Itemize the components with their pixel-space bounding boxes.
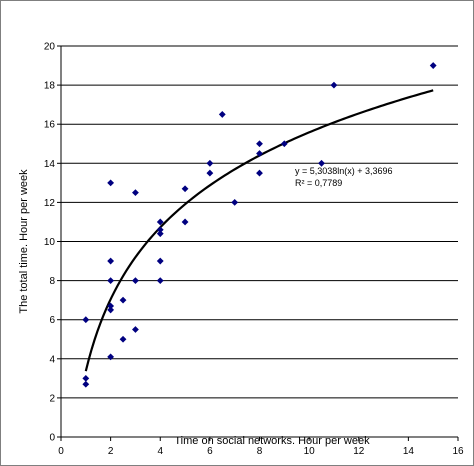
data-point <box>181 185 189 193</box>
gridlines <box>61 45 458 399</box>
data-point <box>119 335 127 343</box>
y-tick-label: 14 <box>44 159 56 170</box>
data-point <box>107 179 115 187</box>
data-point <box>256 150 263 157</box>
data-point <box>82 374 90 382</box>
x-tick-labels: 0 2 4 6 8 10 12 14 16 <box>58 446 464 457</box>
data-point <box>256 169 263 177</box>
data-point <box>429 62 437 69</box>
y-tick-label: 12 <box>44 198 56 209</box>
y-tick-label: 6 <box>49 315 55 326</box>
data-point <box>156 230 164 238</box>
data-point <box>218 111 226 118</box>
x-tick-label: 8 <box>257 446 263 457</box>
x-tick-label: 0 <box>58 446 64 457</box>
data-point <box>256 140 263 148</box>
data-point <box>132 277 139 284</box>
x-tick-label: 6 <box>207 446 213 457</box>
data-point <box>107 353 115 361</box>
y-tick-label: 0 <box>49 433 55 444</box>
x-tick-label: 16 <box>452 446 464 457</box>
x-tick-label: 12 <box>353 446 365 457</box>
x-tick-label: 4 <box>157 446 163 457</box>
y-tick-label: 20 <box>44 42 56 53</box>
y-tick-label: 4 <box>49 354 55 365</box>
data-point <box>206 159 214 167</box>
data-points <box>82 62 437 388</box>
x-tick-label: 2 <box>108 446 114 457</box>
data-point <box>156 218 164 226</box>
y-tick-label: 18 <box>44 81 56 92</box>
data-point <box>206 169 214 177</box>
data-point <box>82 380 90 388</box>
data-point <box>156 277 164 284</box>
y-tick-labels: 0 2 4 6 8 10 12 14 16 18 20 <box>44 42 56 444</box>
data-point <box>119 296 127 304</box>
y-tick-label: 2 <box>49 393 55 404</box>
data-point <box>156 226 164 234</box>
x-axis-label: Time on social networks. Hour per week <box>174 435 370 447</box>
data-point <box>318 159 325 167</box>
data-point <box>181 218 189 226</box>
data-point <box>132 189 139 197</box>
y-tick-label: 8 <box>49 276 55 287</box>
trendline-equation: y = 5,3038ln(x) + 3,3696 <box>295 166 393 176</box>
x-tick-label: 10 <box>304 446 316 457</box>
data-point <box>107 257 115 265</box>
y-axis-label: The total time. Hour per week <box>18 169 30 314</box>
trendline-r-squared: R² = 0,7789 <box>295 178 342 188</box>
data-point <box>107 306 115 314</box>
data-point <box>132 326 139 333</box>
data-point <box>280 140 288 148</box>
data-point <box>231 199 239 206</box>
data-point <box>156 257 164 265</box>
axes <box>57 45 459 441</box>
data-point <box>107 277 115 284</box>
data-point <box>82 316 90 324</box>
x-tick-label: 14 <box>403 446 415 457</box>
y-tick-label: 16 <box>44 120 56 131</box>
y-tick-label: 10 <box>44 237 56 248</box>
data-point <box>107 302 115 310</box>
data-point <box>330 81 338 89</box>
